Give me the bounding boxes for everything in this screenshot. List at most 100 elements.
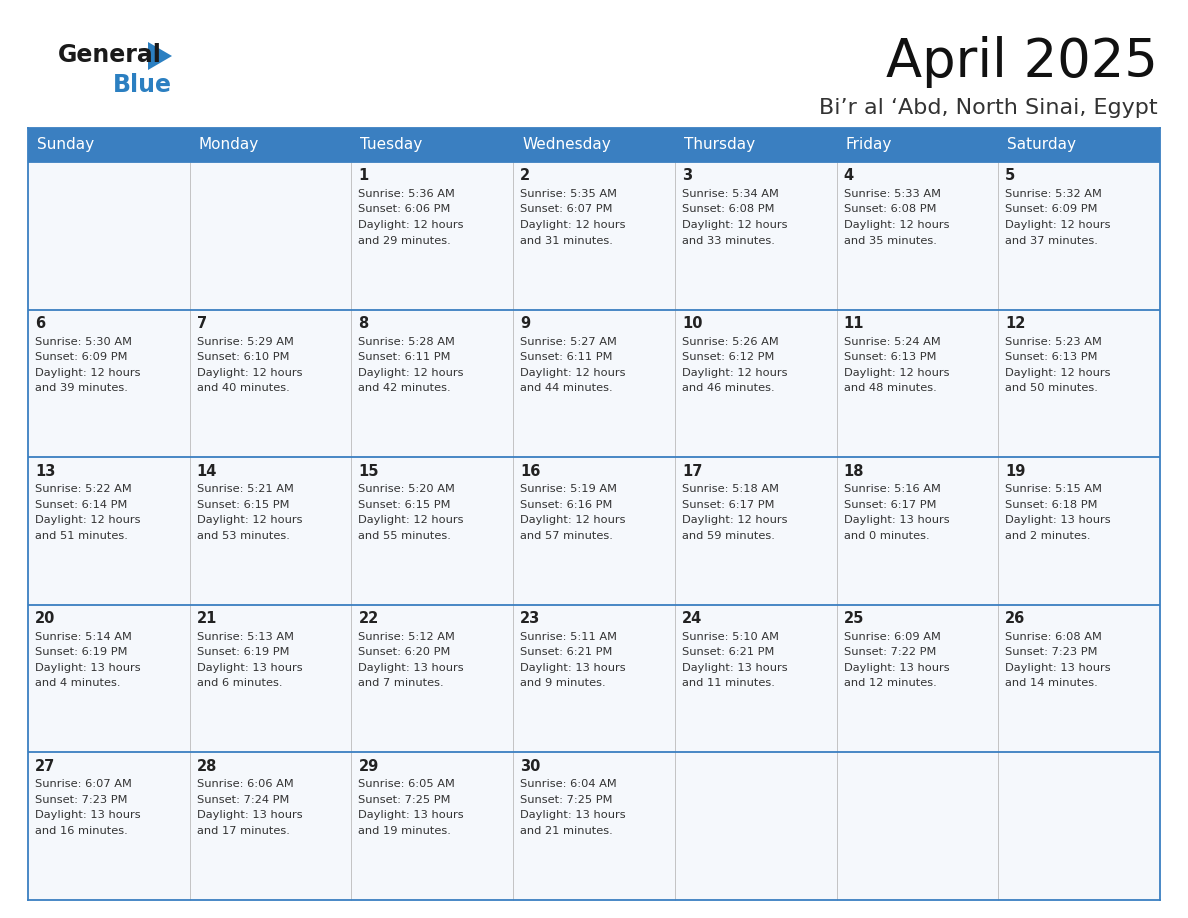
Text: Sunset: 6:17 PM: Sunset: 6:17 PM [682, 499, 775, 509]
Text: Sunrise: 5:11 AM: Sunrise: 5:11 AM [520, 632, 617, 642]
Text: Sunset: 6:08 PM: Sunset: 6:08 PM [843, 205, 936, 215]
Text: 30: 30 [520, 759, 541, 774]
Text: 10: 10 [682, 316, 702, 331]
Text: Sunrise: 6:09 AM: Sunrise: 6:09 AM [843, 632, 941, 642]
Text: Sunrise: 5:35 AM: Sunrise: 5:35 AM [520, 189, 617, 199]
Text: Sunset: 6:21 PM: Sunset: 6:21 PM [682, 647, 775, 657]
Text: 20: 20 [34, 611, 56, 626]
Text: 29: 29 [359, 759, 379, 774]
Text: Daylight: 13 hours: Daylight: 13 hours [197, 811, 302, 821]
Text: Daylight: 13 hours: Daylight: 13 hours [34, 663, 140, 673]
Text: Sunrise: 6:07 AM: Sunrise: 6:07 AM [34, 779, 132, 789]
Text: and 46 minutes.: and 46 minutes. [682, 383, 775, 393]
Text: 12: 12 [1005, 316, 1025, 331]
Text: Daylight: 12 hours: Daylight: 12 hours [1005, 367, 1111, 377]
Bar [29, 309, 1159, 457]
Text: Sunset: 6:09 PM: Sunset: 6:09 PM [34, 353, 127, 362]
Text: and 55 minutes.: and 55 minutes. [359, 531, 451, 541]
Text: Daylight: 13 hours: Daylight: 13 hours [520, 663, 626, 673]
Text: and 16 minutes.: and 16 minutes. [34, 826, 128, 836]
Text: Sunrise: 5:34 AM: Sunrise: 5:34 AM [682, 189, 778, 199]
Bar [29, 605, 1159, 753]
Text: Sunrise: 6:04 AM: Sunrise: 6:04 AM [520, 779, 617, 789]
Text: Sunrise: 5:30 AM: Sunrise: 5:30 AM [34, 337, 132, 347]
Text: Friday: Friday [846, 138, 892, 152]
Text: Sunset: 6:11 PM: Sunset: 6:11 PM [359, 353, 451, 362]
Text: and 12 minutes.: and 12 minutes. [843, 678, 936, 688]
Text: and 51 minutes.: and 51 minutes. [34, 531, 128, 541]
Polygon shape [148, 42, 172, 70]
Text: and 17 minutes.: and 17 minutes. [197, 826, 290, 836]
Text: Saturday: Saturday [1007, 138, 1076, 152]
Text: Tuesday: Tuesday [360, 138, 423, 152]
Text: 19: 19 [1005, 464, 1025, 478]
Text: and 9 minutes.: and 9 minutes. [520, 678, 606, 688]
Text: Sunset: 7:25 PM: Sunset: 7:25 PM [520, 795, 613, 805]
Text: Sunrise: 5:20 AM: Sunrise: 5:20 AM [359, 484, 455, 494]
Text: and 21 minutes.: and 21 minutes. [520, 826, 613, 836]
Text: Wednesday: Wednesday [523, 138, 611, 152]
Text: and 4 minutes.: and 4 minutes. [34, 678, 120, 688]
Text: Sunrise: 5:14 AM: Sunrise: 5:14 AM [34, 632, 132, 642]
Text: Sunset: 6:10 PM: Sunset: 6:10 PM [197, 353, 289, 362]
Text: and 33 minutes.: and 33 minutes. [682, 236, 775, 245]
Text: Sunset: 6:19 PM: Sunset: 6:19 PM [197, 647, 289, 657]
Text: and 40 minutes.: and 40 minutes. [197, 383, 290, 393]
Text: Sunrise: 5:27 AM: Sunrise: 5:27 AM [520, 337, 617, 347]
Text: Daylight: 12 hours: Daylight: 12 hours [197, 515, 302, 525]
Text: and 7 minutes.: and 7 minutes. [359, 678, 444, 688]
Text: 11: 11 [843, 316, 864, 331]
Bar [29, 457, 1159, 605]
Text: Sunrise: 5:28 AM: Sunrise: 5:28 AM [359, 337, 455, 347]
Text: Sunrise: 5:16 AM: Sunrise: 5:16 AM [843, 484, 941, 494]
Text: and 39 minutes.: and 39 minutes. [34, 383, 128, 393]
Text: April 2025: April 2025 [886, 36, 1158, 88]
Text: Sunset: 6:08 PM: Sunset: 6:08 PM [682, 205, 775, 215]
Text: Daylight: 12 hours: Daylight: 12 hours [843, 367, 949, 377]
Text: Blue: Blue [113, 73, 172, 97]
Text: Sunset: 6:19 PM: Sunset: 6:19 PM [34, 647, 127, 657]
Text: Daylight: 12 hours: Daylight: 12 hours [520, 220, 626, 230]
Text: and 42 minutes.: and 42 minutes. [359, 383, 451, 393]
Text: and 44 minutes.: and 44 minutes. [520, 383, 613, 393]
Text: Sunset: 6:15 PM: Sunset: 6:15 PM [197, 499, 289, 509]
Text: and 29 minutes.: and 29 minutes. [359, 236, 451, 245]
Text: Daylight: 12 hours: Daylight: 12 hours [520, 367, 626, 377]
Text: and 19 minutes.: and 19 minutes. [359, 826, 451, 836]
Text: Daylight: 12 hours: Daylight: 12 hours [682, 367, 788, 377]
Text: 28: 28 [197, 759, 217, 774]
Text: and 6 minutes.: and 6 minutes. [197, 678, 283, 688]
Text: Sunday: Sunday [37, 138, 94, 152]
Text: Sunrise: 5:12 AM: Sunrise: 5:12 AM [359, 632, 455, 642]
Text: Thursday: Thursday [684, 138, 756, 152]
Text: Sunset: 7:22 PM: Sunset: 7:22 PM [843, 647, 936, 657]
Text: and 14 minutes.: and 14 minutes. [1005, 678, 1098, 688]
Text: and 53 minutes.: and 53 minutes. [197, 531, 290, 541]
Text: and 37 minutes.: and 37 minutes. [1005, 236, 1098, 245]
Bar [29, 162, 1159, 309]
Text: Sunrise: 5:29 AM: Sunrise: 5:29 AM [197, 337, 293, 347]
Text: 26: 26 [1005, 611, 1025, 626]
Text: Daylight: 12 hours: Daylight: 12 hours [1005, 220, 1111, 230]
Text: Sunset: 6:18 PM: Sunset: 6:18 PM [1005, 499, 1098, 509]
Text: and 0 minutes.: and 0 minutes. [843, 531, 929, 541]
Text: Sunrise: 5:23 AM: Sunrise: 5:23 AM [1005, 337, 1102, 347]
Text: and 50 minutes.: and 50 minutes. [1005, 383, 1098, 393]
Text: Daylight: 13 hours: Daylight: 13 hours [359, 811, 465, 821]
Text: Daylight: 12 hours: Daylight: 12 hours [520, 515, 626, 525]
Text: Bi’r al ‘Abd, North Sinai, Egypt: Bi’r al ‘Abd, North Sinai, Egypt [820, 98, 1158, 118]
Text: Sunset: 6:13 PM: Sunset: 6:13 PM [843, 353, 936, 362]
Text: Daylight: 12 hours: Daylight: 12 hours [359, 220, 465, 230]
Text: Daylight: 12 hours: Daylight: 12 hours [359, 367, 465, 377]
Text: Sunrise: 5:33 AM: Sunrise: 5:33 AM [843, 189, 941, 199]
Text: 3: 3 [682, 169, 691, 184]
Text: 9: 9 [520, 316, 530, 331]
Text: Sunrise: 5:22 AM: Sunrise: 5:22 AM [34, 484, 132, 494]
Text: Sunrise: 5:36 AM: Sunrise: 5:36 AM [359, 189, 455, 199]
Text: 25: 25 [843, 611, 864, 626]
Text: Sunset: 7:23 PM: Sunset: 7:23 PM [1005, 647, 1098, 657]
Text: and 59 minutes.: and 59 minutes. [682, 531, 775, 541]
Text: Sunrise: 5:21 AM: Sunrise: 5:21 AM [197, 484, 293, 494]
Text: and 57 minutes.: and 57 minutes. [520, 531, 613, 541]
Text: Sunset: 6:13 PM: Sunset: 6:13 PM [1005, 353, 1098, 362]
